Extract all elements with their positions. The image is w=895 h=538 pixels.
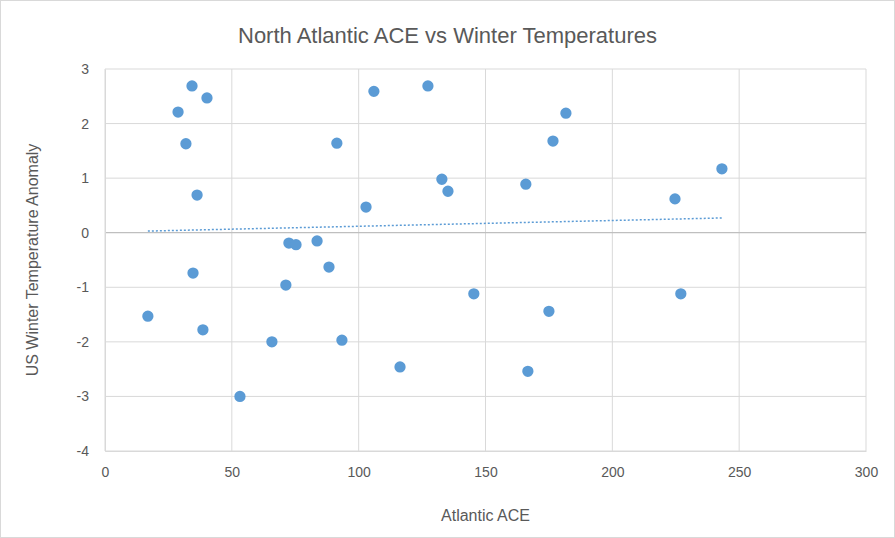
chart-border <box>1 1 895 538</box>
title: North Atlantic ACE vs Winter Temperature… <box>238 23 657 48</box>
grid-line-y <box>105 451 866 452</box>
marks <box>142 80 727 402</box>
point <box>187 267 198 278</box>
point <box>191 189 202 200</box>
x-tick: 300 <box>855 451 879 480</box>
y-tick-label: 1 <box>81 170 89 186</box>
point <box>394 361 405 372</box>
y-tick: -4 <box>77 443 105 459</box>
point <box>336 335 347 346</box>
point <box>675 288 686 299</box>
point <box>520 179 531 190</box>
y-tick-label: 0 <box>81 225 89 241</box>
y-tick: -3 <box>77 388 105 404</box>
x-axis-title: Atlantic ACE <box>441 507 530 524</box>
y-axis-title: US Winter Temperature Anomaly <box>24 144 41 377</box>
x-tick: 100 <box>347 451 371 480</box>
point <box>436 174 447 185</box>
point <box>669 193 680 204</box>
grid-line-x <box>485 69 486 451</box>
y-tick-label: -4 <box>77 443 90 459</box>
grid-line-x <box>612 69 613 451</box>
y-tick-label: -2 <box>77 334 90 350</box>
point <box>323 261 334 272</box>
point <box>280 279 291 290</box>
x-tick-label: 100 <box>347 464 371 480</box>
point <box>560 108 571 119</box>
point <box>422 80 433 91</box>
point <box>290 239 301 250</box>
x-tick: 150 <box>474 451 498 480</box>
point <box>266 336 277 347</box>
grid-line-y <box>105 396 866 397</box>
y-tick-label: -3 <box>77 388 90 404</box>
grid-line-x <box>105 69 106 451</box>
x-axis: 0 50 100 150 200 250 300 <box>102 451 879 480</box>
point <box>142 311 153 322</box>
x-tick-label: 50 <box>225 464 241 480</box>
y-axis-line <box>105 70 106 452</box>
y-tick-label: 3 <box>81 61 89 77</box>
point <box>547 135 558 146</box>
point <box>442 186 453 197</box>
y-tick: 2 <box>81 116 105 132</box>
point <box>186 80 197 91</box>
grid-line-y <box>105 341 866 342</box>
chart: 0 50 100 150 200 250 300 -4 -3 -2 -1 0 1 2 3 North Atla… <box>0 0 895 538</box>
grid-line-y <box>105 178 866 179</box>
y-tick: -2 <box>77 334 105 350</box>
point <box>180 138 191 149</box>
point <box>716 163 727 174</box>
point <box>368 86 379 97</box>
grid-line-x <box>231 69 232 451</box>
y-axis: -4 -3 -2 -1 0 1 2 3 <box>77 61 106 459</box>
trend-line <box>148 218 722 231</box>
point <box>201 92 212 103</box>
y-tick: 3 <box>81 61 105 77</box>
point <box>468 288 479 299</box>
grid-line-y <box>105 123 866 124</box>
x-tick-label: 200 <box>601 464 625 480</box>
x-tick: 50 <box>225 451 241 480</box>
x-tick-label: 0 <box>102 464 110 480</box>
y-tick: -1 <box>77 279 105 295</box>
y-tick: 1 <box>81 170 105 186</box>
plot: 0 50 100 150 200 250 300 -4 -3 -2 -1 0 1 2 3 <box>77 61 879 480</box>
x-tick-label: 150 <box>474 464 498 480</box>
point <box>522 366 533 377</box>
point <box>360 201 371 212</box>
grid-line-y <box>105 69 866 70</box>
grid-line-y <box>105 232 866 233</box>
point <box>197 324 208 335</box>
x-axis-line <box>106 451 867 452</box>
point <box>331 138 342 149</box>
x-tick: 200 <box>601 451 625 480</box>
grid-line-x <box>739 69 740 451</box>
grid-line-y <box>105 287 866 288</box>
y-tick: 0 <box>81 225 105 241</box>
y-tick-label: -1 <box>77 279 90 295</box>
grid-line-x <box>358 69 359 451</box>
point <box>234 391 245 402</box>
point <box>543 306 554 317</box>
grid <box>105 69 866 451</box>
point <box>311 235 322 246</box>
x-tick-label: 300 <box>855 464 879 480</box>
x-tick: 0 <box>102 451 110 480</box>
point <box>172 106 183 117</box>
x-tick: 250 <box>728 451 752 480</box>
grid-line-x <box>866 69 867 451</box>
y-tick-label: 2 <box>81 116 89 132</box>
x-tick-label: 250 <box>728 464 752 480</box>
